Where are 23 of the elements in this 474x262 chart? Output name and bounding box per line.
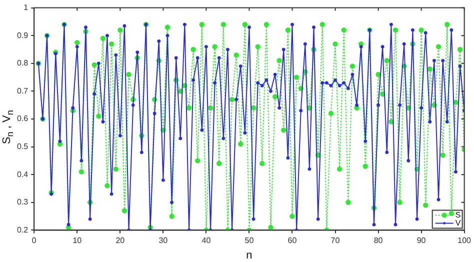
x-tick-label: 90: [416, 236, 426, 246]
y-tick-label: 1: [24, 3, 29, 12]
x-tick-label: 40: [202, 236, 212, 246]
x-tick-label: 80: [374, 236, 384, 246]
x-tick-label: 70: [330, 236, 340, 246]
x-tick-label: 0: [32, 236, 37, 246]
x-tick-label: 10: [72, 236, 82, 246]
y-tick-label: 0.3: [16, 198, 29, 207]
y-tick-label: 0.6: [16, 114, 29, 124]
legend-label: S: [455, 210, 461, 220]
x-tick-label: 100: [458, 236, 472, 246]
x-tick-label: 30: [158, 236, 168, 246]
x-axis-title: n: [246, 249, 252, 262]
x-tick-label: 20: [116, 236, 126, 246]
legend-label: V: [455, 218, 462, 228]
y-tick-label: 0.5: [16, 142, 29, 152]
y-tick-label: 0.8: [16, 58, 29, 68]
x-tick-label: 60: [288, 236, 298, 246]
x-tick-label: 50: [244, 236, 254, 246]
y-tick-label: 0.4: [16, 170, 29, 179]
y-tick-label: 0.7: [16, 86, 29, 96]
y-tick-label: 0.2: [16, 225, 29, 234]
y-tick-label: 0.9: [16, 30, 29, 40]
